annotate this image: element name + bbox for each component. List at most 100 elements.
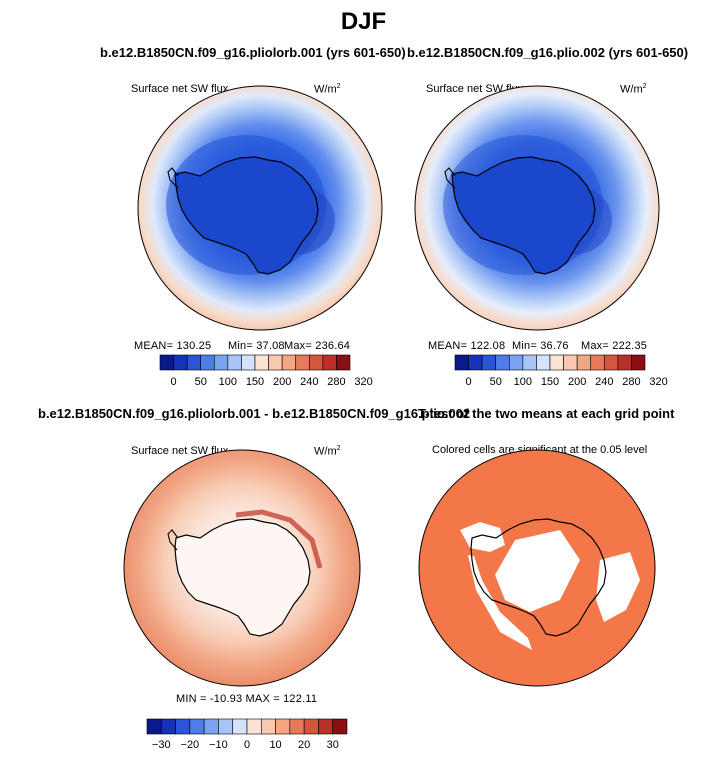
colorbar-swatch (603, 354, 619, 371)
panel3-units-sup: 2 (336, 445, 341, 452)
panel4-nonsignificant-area (495, 530, 580, 612)
colorbar-swatch (281, 354, 297, 371)
colorbar-swatch (563, 354, 578, 371)
colorbar-panel-2: 0 50 100 150 200 240 280 320 (454, 354, 668, 388)
colorbar-swatch (227, 354, 242, 371)
panel1-case-title: b.e12.B1850CN.f09_g16.pliolorb.001 (yrs … (100, 45, 406, 60)
panel2-case-title: b.e12.B1850CN.f09_g16.plio.002 (yrs 601-… (407, 45, 689, 60)
colorbar-swatch (303, 718, 319, 735)
colorbar-swatch (481, 354, 497, 371)
colorbar-swatch (322, 354, 337, 371)
colorbar-swatch (246, 718, 262, 735)
colorbar-tick-label: 20 (298, 739, 310, 751)
colorbar-swatch (175, 718, 191, 735)
colorbar-swatch (275, 718, 291, 735)
colorbar-swatch (241, 354, 256, 371)
colorbar-swatch (268, 354, 283, 371)
colorbar-swatch (146, 718, 162, 735)
colorbar-swatch (508, 354, 524, 371)
colorbar-swatch (232, 718, 248, 735)
panel4-nonsignificant-area (596, 552, 640, 622)
panel2-min: Min= 36.76 (512, 340, 569, 352)
panel2-antarctica-coast (451, 156, 596, 275)
colorbar-tick-label: 30 (327, 739, 339, 751)
panel1-map-frame (137, 85, 383, 331)
colorbar-swatch (218, 718, 234, 735)
colorbar-swatch (318, 718, 334, 735)
colorbar-panel-1: 0 50 100 150 200 240 280 320 (159, 354, 373, 388)
map-panel-4 (418, 449, 656, 687)
panel1-max: Max= 236.64 (284, 340, 351, 352)
colorbar-swatch (189, 718, 205, 735)
colorbar-tick-label: 200 (568, 376, 586, 388)
colorbar-swatch (536, 354, 551, 371)
colorbar-tick-label: 0 (466, 376, 472, 388)
panel1-units: W/m2 (314, 83, 341, 96)
panel3-map-frame (123, 449, 361, 687)
colorbar-tick-label: 100 (219, 376, 237, 388)
colorbar-panel-3: −30 −20 −10 0 10 20 30 (146, 718, 348, 751)
panel4-case-title: T-test of the two means at each grid poi… (418, 406, 675, 421)
colorbar-swatch (173, 354, 188, 371)
colorbar-swatch (213, 354, 229, 371)
colorbar-tick-label: 10 (269, 739, 281, 751)
colorbar-tick-label: 320 (354, 376, 372, 388)
panel1-units-sup: 2 (336, 83, 341, 90)
colorbar-swatch (631, 354, 646, 371)
colorbar-tick-label: 280 (327, 376, 345, 388)
colorbar-tick-label: 240 (595, 376, 613, 388)
colorbar-swatch (295, 354, 310, 371)
panel2-mean: MEAN= 122.08 (428, 340, 506, 352)
panel2-peninsula (444, 167, 456, 189)
panel1-antarctica-coast (174, 156, 319, 275)
colorbar-tick-label: 150 (246, 376, 264, 388)
panel3-coastal-anomaly (235, 509, 323, 569)
colorbar-swatch (332, 718, 348, 735)
panel3-var-label: Surface net SW flux (131, 445, 229, 457)
colorbar-tick-label: −20 (181, 739, 200, 751)
colorbar-swatch (590, 354, 605, 371)
colorbar-tick-label: 50 (490, 376, 502, 388)
colorbar-swatch (336, 354, 351, 371)
colorbar-tick-label: 280 (622, 376, 640, 388)
panel4-nonsignificant-area (468, 555, 532, 650)
colorbar-swatch (522, 354, 537, 371)
colorbar-swatch (495, 354, 510, 371)
colorbar-swatch (186, 354, 202, 371)
colorbar-swatch (200, 354, 215, 371)
panel2-max: Max= 222.35 (581, 340, 648, 352)
panel1-mean: MEAN= 130.25 (134, 340, 212, 352)
map-panel-1 (137, 85, 383, 331)
colorbar-tick-label: 100 (514, 376, 532, 388)
colorbar-swatch (203, 718, 219, 735)
colorbar-tick-label: −10 (209, 739, 228, 751)
panel2-units-text: W/m (620, 83, 643, 96)
panel4-antarctica-coast (470, 518, 607, 637)
panel2-units-sup: 2 (642, 83, 647, 90)
map-panel-2 (414, 85, 660, 331)
colorbar-tick-label: 0 (244, 739, 250, 751)
panel3-minmax: MIN = -10.93 MAX = 122.11 (176, 693, 318, 705)
colorbar-tick-label: 150 (541, 376, 559, 388)
colorbar-tick-label: 320 (649, 376, 667, 388)
colorbar-swatch (576, 354, 592, 371)
colorbar-swatch (289, 718, 305, 735)
main-title: DJF (340, 8, 387, 35)
panel3-units: W/m2 (314, 445, 341, 458)
colorbar-swatch (160, 718, 176, 735)
panel4-map-frame (418, 449, 656, 687)
colorbar-swatch (468, 354, 483, 371)
panel2-units: W/m2 (620, 83, 647, 96)
panel2-map-frame (414, 85, 660, 331)
panel1-units-text: W/m (314, 83, 337, 96)
colorbar-swatch (254, 354, 269, 371)
panel1-var-label: Surface net SW flux (131, 83, 229, 95)
panel3-units-text: W/m (314, 445, 337, 458)
panel1-peninsula (167, 167, 179, 189)
colorbar-tick-label: 0 (171, 376, 177, 388)
colorbar-tick-label: −30 (152, 739, 171, 751)
colorbar-tick-label: 50 (195, 376, 207, 388)
colorbar-swatch (617, 354, 632, 371)
map-panel-3 (123, 449, 361, 687)
